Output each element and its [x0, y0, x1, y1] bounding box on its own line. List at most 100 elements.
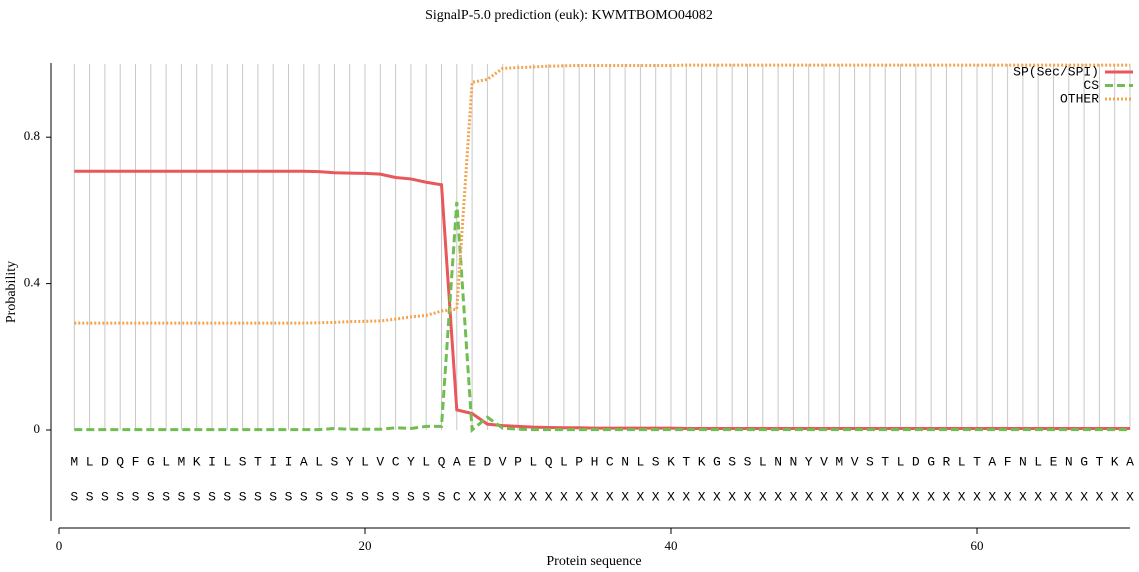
x-axis-label: Protein sequence [546, 554, 641, 569]
residue: S [330, 454, 338, 469]
residue: N [789, 454, 797, 469]
residue: M [70, 454, 78, 469]
residue: E [468, 454, 476, 469]
residue-label: X [866, 489, 874, 504]
residue: V [820, 454, 828, 469]
residue-label: X [744, 489, 752, 504]
residue-label: X [1050, 489, 1058, 504]
residue: K [698, 454, 706, 469]
residue: G [927, 454, 935, 469]
residue-label: X [759, 489, 767, 504]
legend-label: SP(Sec/SPI) [1013, 64, 1099, 79]
residue-label: X [606, 489, 614, 504]
residue: H [591, 454, 599, 469]
residue: Q [438, 454, 446, 469]
residue: I [208, 454, 216, 469]
residue-label: X [835, 489, 843, 504]
residue: I [285, 454, 293, 469]
x-tick-label: 40 [665, 538, 678, 553]
residue-label: S [422, 489, 430, 504]
residue-label: X [468, 489, 476, 504]
residue: V [851, 454, 859, 469]
residue-label: S [177, 489, 185, 504]
residue: M [177, 454, 185, 469]
residue: N [1019, 454, 1027, 469]
residue-label: S [116, 489, 124, 504]
x-tick-label: 60 [971, 538, 984, 553]
residue-label: S [239, 489, 247, 504]
residue: L [636, 454, 644, 469]
residue-label: S [361, 489, 369, 504]
y-tick-label: 0.4 [24, 275, 41, 290]
residue-label: X [728, 489, 736, 504]
residue-label: X [529, 489, 537, 504]
residue: D [483, 454, 491, 469]
residue: N [774, 454, 782, 469]
residue: P [575, 454, 583, 469]
residue-label: X [560, 489, 568, 504]
residue: R [942, 454, 950, 469]
series-line [74, 63, 1130, 325]
residue-label: S [376, 489, 384, 504]
residue-label: S [101, 489, 109, 504]
residue: K [1111, 454, 1119, 469]
residue: S [239, 454, 247, 469]
residue-label: X [1111, 489, 1119, 504]
residue: P [514, 454, 522, 469]
residue-label: S [392, 489, 400, 504]
residue: V [376, 454, 384, 469]
residue: L [315, 454, 323, 469]
residue-label: X [927, 489, 935, 504]
residue: I [269, 454, 277, 469]
residue-label: S [269, 489, 277, 504]
residue-label: X [591, 489, 599, 504]
residue-label: X [851, 489, 859, 504]
residue: L [958, 454, 966, 469]
residue: Q [116, 454, 124, 469]
residue: F [132, 454, 140, 469]
residue-label: X [713, 489, 721, 504]
residue-label: X [973, 489, 981, 504]
residue: F [1004, 454, 1012, 469]
residue: K [667, 454, 675, 469]
residue: A [453, 454, 461, 469]
residue: A [300, 454, 308, 469]
residue: Q [545, 454, 553, 469]
residue: Y [407, 454, 415, 469]
residue: L [529, 454, 537, 469]
residue-label: X [545, 489, 553, 504]
residue: T [1095, 454, 1103, 469]
residue: D [101, 454, 109, 469]
residue: M [835, 454, 843, 469]
series-line [74, 201, 1130, 434]
legend-label: OTHER [1060, 91, 1099, 106]
residue-label: S [330, 489, 338, 504]
residue: L [759, 454, 767, 469]
chart-title: SignalP-5.0 prediction (euk): KWMTBOMO04… [425, 8, 713, 23]
residue-label: X [1019, 489, 1027, 504]
residue: E [1050, 454, 1058, 469]
residue-label: S [223, 489, 231, 504]
residue: G [147, 454, 155, 469]
residue-label: X [912, 489, 920, 504]
residue: G [713, 454, 721, 469]
residue-label: X [789, 489, 797, 504]
residue-label: S [254, 489, 262, 504]
residue-label: X [820, 489, 828, 504]
residue: L [162, 454, 170, 469]
residue-label: S [300, 489, 308, 504]
residue-label: S [132, 489, 140, 504]
residue: C [606, 454, 614, 469]
residue-label: X [698, 489, 706, 504]
residue: G [1080, 454, 1088, 469]
residue-label: S [208, 489, 216, 504]
residue-label: S [86, 489, 94, 504]
series-line [74, 169, 1130, 431]
residue: S [744, 454, 752, 469]
residue-label: X [621, 489, 629, 504]
residue: L [560, 454, 568, 469]
residue-label: X [1095, 489, 1103, 504]
residue-label: S [193, 489, 201, 504]
residue-label: X [667, 489, 675, 504]
residue: Y [346, 454, 354, 469]
